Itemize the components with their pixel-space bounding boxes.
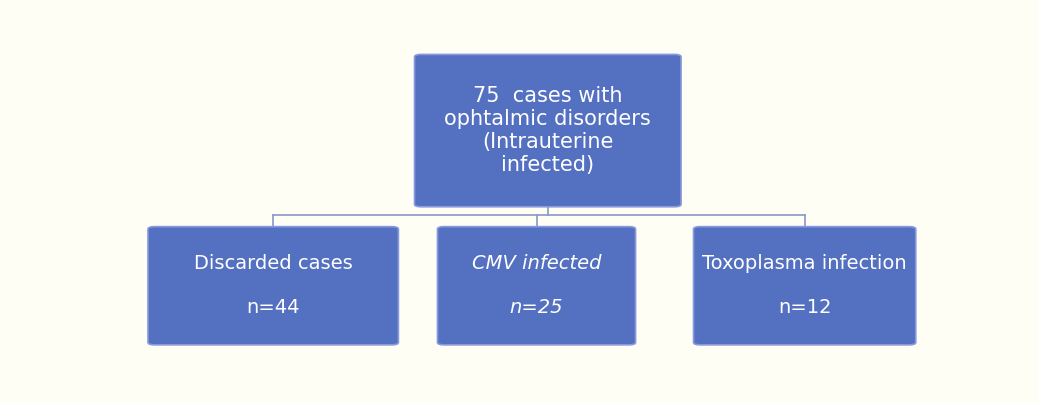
Text: CMV infected

n=25: CMV infected n=25 (472, 254, 602, 317)
FancyBboxPatch shape (415, 54, 681, 207)
FancyBboxPatch shape (148, 226, 398, 345)
Text: Discarded cases

n=44: Discarded cases n=44 (194, 254, 352, 317)
FancyBboxPatch shape (437, 226, 636, 345)
FancyBboxPatch shape (694, 226, 915, 345)
Text: 75  cases with
ophtalmic disorders
(Intrauterine
infected): 75 cases with ophtalmic disorders (Intra… (445, 86, 651, 175)
Text: Toxoplasma infection

n=12: Toxoplasma infection n=12 (702, 254, 907, 317)
